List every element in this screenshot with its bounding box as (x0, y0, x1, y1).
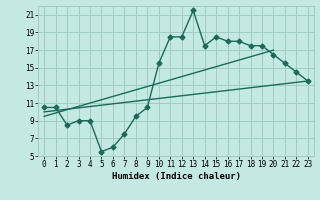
X-axis label: Humidex (Indice chaleur): Humidex (Indice chaleur) (111, 172, 241, 181)
